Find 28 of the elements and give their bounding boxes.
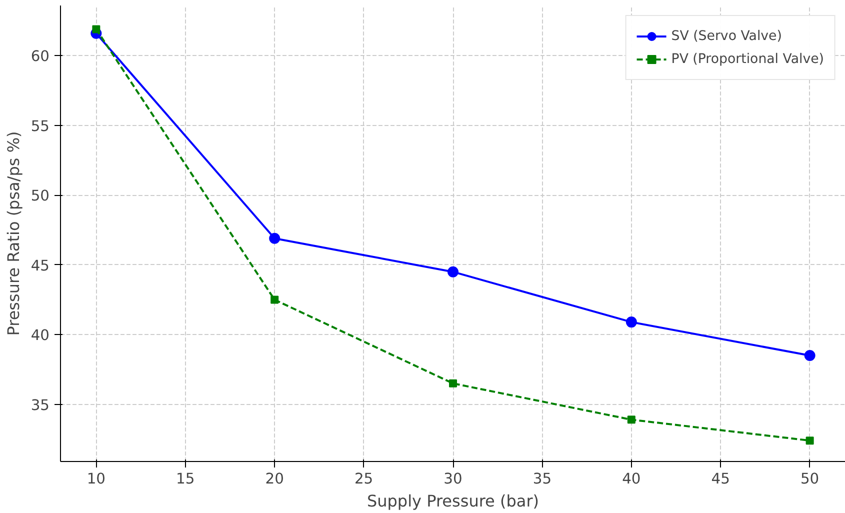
y-tick-label: 55 (30, 118, 50, 135)
point (269, 232, 280, 244)
y-axis-title: Pressure Ratio (psa/ps %) (4, 131, 23, 336)
x-tick-label: 40 (622, 470, 641, 488)
point (449, 379, 457, 388)
point (626, 316, 637, 328)
legend-label: PV (Proportional Valve) (671, 52, 824, 66)
y-tick-label: 40 (30, 327, 50, 344)
y-tick-label: 45 (30, 257, 50, 274)
point (804, 350, 816, 362)
x-tick-label: 45 (711, 470, 730, 488)
y-tick-label: 50 (30, 188, 50, 205)
x-tick-label: 35 (532, 470, 552, 488)
point (270, 296, 279, 304)
x-tick-label: 25 (354, 470, 374, 488)
point (627, 416, 636, 424)
x-tick-label: 15 (176, 470, 195, 488)
x-axis-title: Supply Pressure (bar) (366, 492, 540, 510)
y-tick-label: 60 (30, 48, 50, 66)
y-tick-label: 35 (30, 396, 50, 414)
x-tick-label: 30 (444, 470, 462, 488)
x-tick-label: 10 (86, 470, 106, 488)
legend-label: SV (Servo Valve) (671, 28, 782, 44)
point (806, 436, 814, 445)
x-tick-label: 20 (265, 470, 284, 488)
point (448, 266, 458, 278)
x-tick-label: 50 (800, 470, 820, 488)
point (92, 25, 100, 34)
